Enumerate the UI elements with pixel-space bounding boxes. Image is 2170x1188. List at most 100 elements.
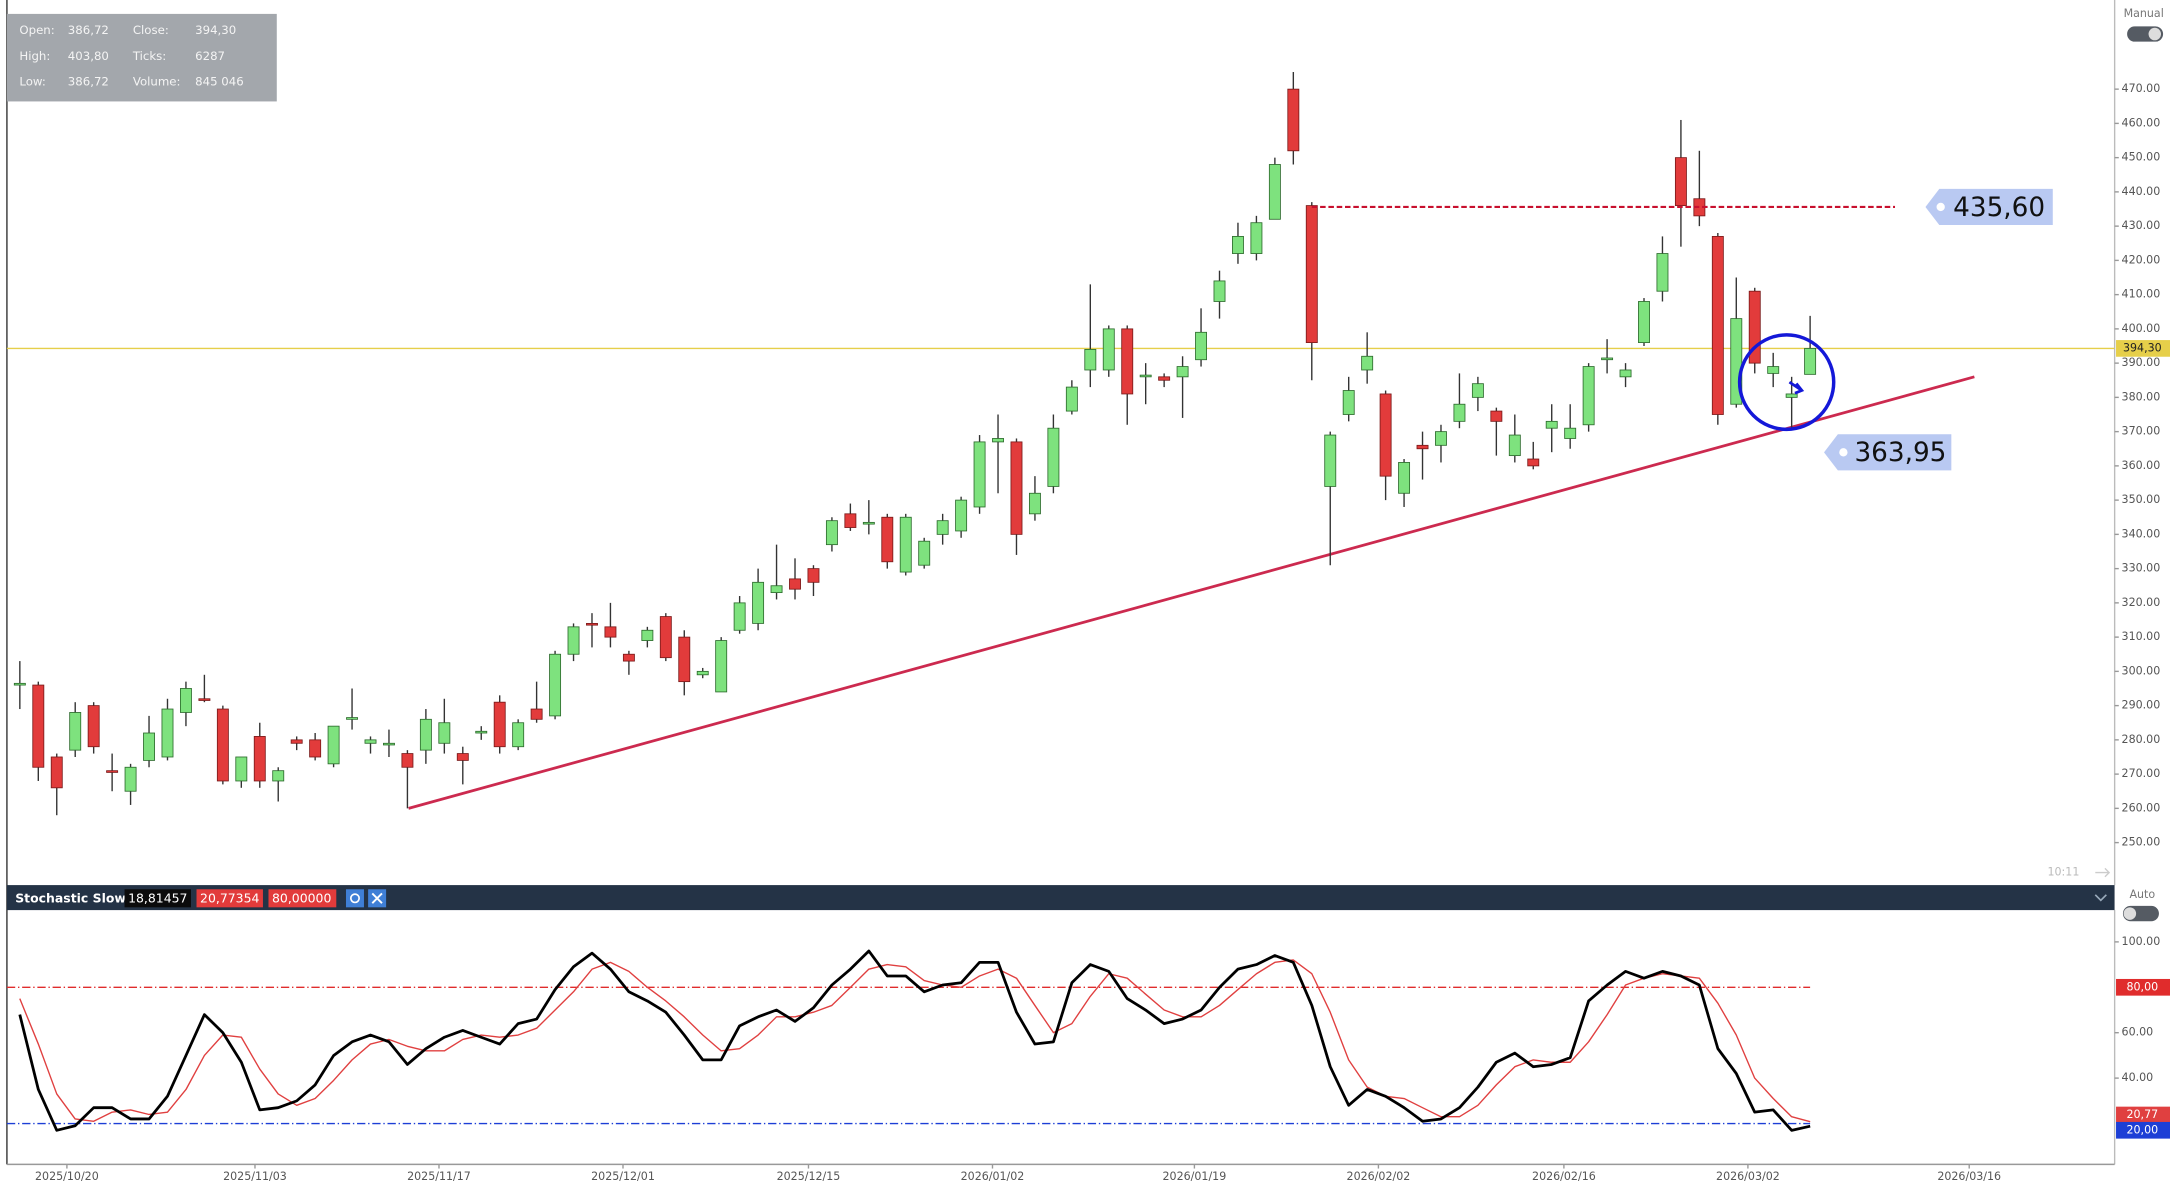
candle-body: [1748, 290, 1761, 364]
candle-body: [567, 626, 580, 655]
y-tick-label: 450.00: [2122, 151, 2161, 164]
candle-body: [807, 568, 820, 583]
settings-icon: [349, 893, 360, 904]
k-line: [18, 949, 1811, 1132]
time-label: 10:11: [2048, 866, 2080, 879]
collapse-icon[interactable]: [2094, 894, 2107, 902]
y-tick-label: 280.00: [2122, 733, 2161, 746]
candle-body: [475, 730, 488, 734]
candle-body: [678, 636, 691, 683]
x-tick-label: 2025/11/17: [407, 1170, 471, 1183]
candle-body: [1121, 328, 1134, 395]
candle-body: [32, 684, 45, 768]
mode-label: Auto: [2129, 888, 2155, 901]
x-tick-label: 2026/03/16: [1937, 1170, 2001, 1183]
candle-body: [586, 623, 598, 626]
candle-body: [622, 653, 635, 662]
y-tick-label: 350.00: [2122, 493, 2161, 506]
scroll-icon[interactable]: [2095, 867, 2111, 878]
d-value: 20,77354: [200, 890, 259, 905]
toggle-knob: [2123, 907, 2137, 920]
candle-body: [973, 441, 986, 508]
candle-body: [1804, 347, 1817, 375]
candle-body: [272, 770, 285, 782]
candle-body: [1435, 431, 1447, 446]
price-badge-text: 394,30: [2123, 341, 2162, 354]
candle-body: [1619, 369, 1632, 378]
x-tick-label: 2026/02/02: [1347, 1170, 1411, 1183]
level-badge: [268, 889, 337, 908]
candle-body: [1010, 441, 1023, 535]
candle-body: [69, 712, 82, 751]
candle-body: [1268, 164, 1281, 220]
candle-body: [290, 739, 303, 744]
ohlc-text: 394,30: [195, 23, 236, 37]
level-label: 435,60: [1953, 193, 2045, 223]
candle-body: [1342, 390, 1355, 415]
callout-dot: [1936, 202, 1945, 212]
candle-body: [327, 725, 340, 765]
plot-layer: Open: 386,72 Close: 394,30 High: 403,80 Ticks:…: [6, 23, 2170, 1183]
candle-body: [1176, 366, 1189, 378]
ohlc-text: 845 046: [195, 74, 244, 88]
candle-body: [419, 718, 432, 751]
candle-body: [1785, 393, 1798, 398]
candle-body: [309, 739, 322, 758]
y-tick-label: 410.00: [2122, 288, 2161, 301]
y-tick-label: 360.00: [2122, 459, 2161, 472]
candle-body: [1213, 280, 1226, 302]
value-badge-text: 20,77: [2126, 1108, 2158, 1121]
y-tick-label: 340.00: [2122, 527, 2161, 540]
candle-body: [1416, 444, 1429, 450]
level-badge-text: 80,00: [2126, 980, 2158, 993]
y-tick-label: 440.00: [2122, 185, 2161, 198]
candle-body: [493, 701, 506, 748]
k-value: 18,81457: [128, 890, 187, 905]
ohlc-text: 6287: [195, 49, 225, 63]
level-value: 80,00000: [272, 890, 331, 905]
candle-body: [1305, 205, 1318, 343]
x-tick-label: 2025/11/03: [223, 1170, 287, 1183]
settings-button[interactable]: [345, 889, 364, 908]
candle-body: [1674, 157, 1687, 207]
candle-body: [87, 705, 100, 748]
candle-body: [1656, 253, 1669, 292]
candle-body: [1730, 318, 1743, 405]
level-callout: [1925, 188, 2053, 226]
candle-body: [383, 742, 395, 746]
candle-body: [216, 708, 229, 782]
ohlc-text: Close:: [133, 23, 169, 37]
y-tick-label: 290.00: [2122, 699, 2161, 712]
candle-body: [143, 732, 155, 761]
candle-body: [1508, 434, 1521, 457]
candle-body: [1638, 301, 1650, 343]
level-badge: [2116, 978, 2170, 996]
candle-body: [715, 640, 728, 693]
candle-body: [955, 499, 968, 532]
candle-body: [641, 629, 654, 641]
x-tick-label: 2026/03/02: [1716, 1170, 1780, 1183]
y-tick-label: 390.00: [2122, 356, 2161, 369]
close-icon: [371, 892, 383, 904]
candle-body: [1047, 427, 1060, 487]
candle-body: [899, 516, 912, 573]
candle-body: [401, 753, 414, 768]
candle-body: [1102, 328, 1115, 371]
candle-body: [456, 753, 469, 761]
candle-body: [1139, 374, 1152, 378]
candle-body: [696, 670, 709, 676]
candle-body: [235, 756, 248, 782]
candle-body: [50, 756, 63, 789]
candle-body: [1767, 366, 1780, 374]
value-badge: [2116, 1106, 2170, 1124]
candle-body: [1084, 349, 1097, 371]
x-tick-label: 2026/01/02: [961, 1170, 1025, 1183]
candle-body: [1471, 383, 1484, 398]
ohlc-text: 403,80: [68, 49, 109, 63]
candle-body: [1490, 410, 1503, 422]
candle-body: [1582, 366, 1595, 426]
y-tick-label: 100.00: [2122, 935, 2161, 948]
ohlc-text: 386,72: [68, 74, 109, 88]
d-line: [19, 959, 1811, 1123]
toggle-knob: [2148, 27, 2162, 41]
